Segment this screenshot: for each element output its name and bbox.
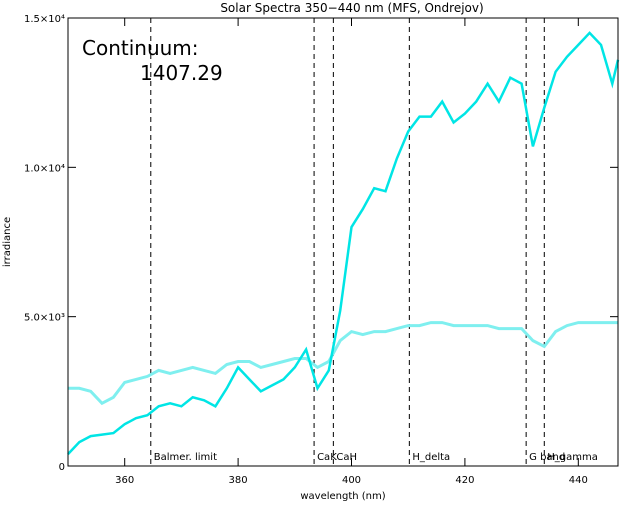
x-tick-label-0: 360 (115, 475, 134, 486)
y-axis-label: irradiance (2, 217, 13, 267)
x-tick-label-2: 400 (342, 475, 361, 486)
continuum-series-line (68, 321, 618, 406)
spectral-line-label-4: G band (529, 452, 565, 463)
spectral-line-label-1: CaK (317, 452, 337, 463)
continuum-value: 1407.29 (140, 61, 223, 85)
spectral-line-label-5: H_gamma (547, 452, 598, 463)
x-axis-label: wavelength (nm) (300, 491, 385, 502)
smoothed-series-line (67, 31, 620, 455)
spectral-line-label-3: H_delta (412, 452, 450, 463)
spectral-line-label-0: Balmer. limit (154, 452, 217, 463)
continuum-label: Continuum: (82, 36, 199, 60)
y-tick-label-2: 1.0×10⁴ (24, 163, 65, 174)
plot-frame (67, 17, 619, 467)
y-tick-label-1: 5.0×10³ (24, 313, 65, 324)
chart-title: Solar Spectra 350−440 nm (MFS, Ondrejov) (220, 1, 483, 15)
series-layer (67, 31, 620, 455)
y-tick-label-0: 0 (59, 462, 65, 473)
x-tick-label-4: 440 (569, 475, 588, 486)
spectral-line-label-2: CaH (336, 452, 357, 463)
x-tick-label-1: 380 (229, 475, 248, 486)
axis-ticks: 360 380 400 420 440 0 5.0×10³ 1.0×10⁴ 1.5×10⁴ (24, 14, 618, 486)
y-tick-label-3: 1.5×10⁴ (24, 14, 65, 25)
x-tick-label-3: 420 (455, 475, 474, 486)
